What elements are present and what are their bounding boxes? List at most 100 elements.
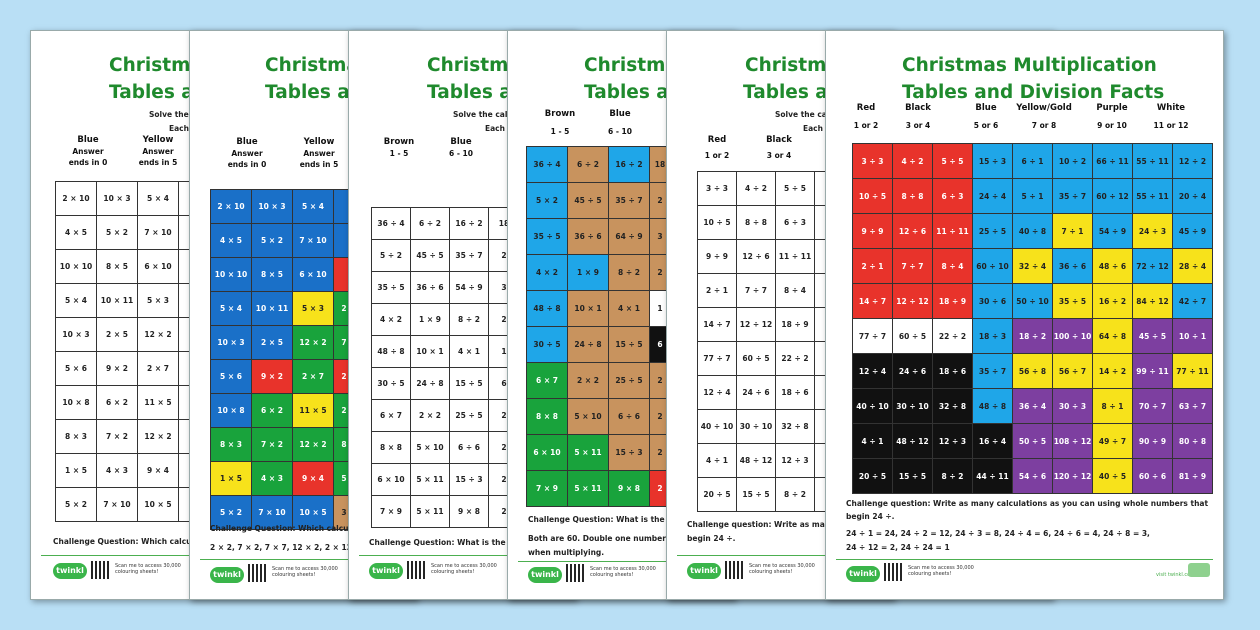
grid-cell[interactable]: 5 × 4	[55, 283, 97, 318]
grid-cell[interactable]: 8 ÷ 2	[449, 303, 489, 336]
grid-cell[interactable]: 12 ÷ 6	[736, 239, 776, 274]
grid-cell-red[interactable]: 4 ÷ 2	[892, 143, 933, 179]
grid-cell-darkblue[interactable]: 2 × 5	[251, 325, 293, 360]
grid-cell[interactable]: 10 × 10	[55, 249, 97, 284]
grid-cell[interactable]: 10 × 1	[410, 335, 450, 368]
grid-cell[interactable]: 5 × 2	[96, 215, 138, 250]
grid-cell[interactable]: 9 × 2	[96, 351, 138, 386]
grid-cell-darkblue[interactable]: 7 × 10	[251, 495, 293, 530]
grid-cell[interactable]: 6 × 2	[96, 385, 138, 420]
grid-cell-black[interactable]: 12 ÷ 3	[932, 423, 973, 459]
grid-cell[interactable]: 7 × 9	[371, 495, 411, 528]
grid-cell[interactable]: 48 ÷ 12	[736, 443, 776, 478]
grid-cell-yellow[interactable]: 40 ÷ 5	[1092, 458, 1133, 494]
grid-cell[interactable]: 7 × 10	[137, 215, 179, 250]
grid-cell[interactable]: 7 × 2	[96, 419, 138, 454]
grid-cell-darkblue[interactable]: 10 × 3	[210, 325, 252, 360]
grid-cell-yellow[interactable]: 56 ÷ 8	[1012, 353, 1053, 389]
grid-cell-blue[interactable]: 30 ÷ 5	[526, 326, 568, 363]
grid-cell-red[interactable]: 10 ÷ 5	[852, 178, 893, 214]
grid-cell-blue[interactable]: 50 ÷ 10	[1012, 283, 1053, 319]
grid-cell-black[interactable]: 48 ÷ 12	[892, 423, 933, 459]
grid-cell-brown[interactable]: 6 ÷ 2	[567, 146, 609, 183]
grid-cell-blue[interactable]: 55 ÷ 11	[1132, 178, 1173, 214]
grid-cell-purple[interactable]: 99 ÷ 11	[1132, 353, 1173, 389]
grid-cell[interactable]: 60 ÷ 5	[736, 341, 776, 376]
grid-cell-black[interactable]: 18 ÷ 6	[932, 353, 973, 389]
grid-cell-red[interactable]: 3 ÷ 3	[852, 143, 893, 179]
grid-cell-brown[interactable]: 3	[649, 218, 671, 255]
grid-cell-darkblue[interactable]: 5 × 4	[210, 291, 252, 326]
grid-cell[interactable]: 5 × 10	[410, 431, 450, 464]
grid-cell-purple[interactable]: 30 ÷ 3	[1052, 388, 1093, 424]
grid-cell-green[interactable]: 6 × 2	[251, 393, 293, 428]
grid-cell[interactable]: 24 ÷ 8	[410, 367, 450, 400]
grid-cell[interactable]: 36 ÷ 6	[410, 271, 450, 304]
grid-cell-darkblue[interactable]: 5 × 2	[251, 223, 293, 258]
grid-cell[interactable]: 40 ÷ 10	[697, 409, 737, 444]
grid-cell-blue[interactable]: 30 ÷ 6	[972, 283, 1013, 319]
grid-cell-darkblue[interactable]: 10 × 3	[251, 189, 293, 224]
grid-cell-yellow[interactable]: 77 ÷ 11	[1172, 353, 1213, 389]
grid-cell[interactable]: 4 × 2	[371, 303, 411, 336]
grid-cell-blue[interactable]: 66 ÷ 11	[1092, 143, 1133, 179]
grid-cell[interactable]: 3 ÷ 3	[697, 171, 737, 206]
grid-cell[interactable]: 6 ÷ 2	[410, 207, 450, 240]
grid-cell[interactable]: 2 × 7	[137, 351, 179, 386]
grid-cell[interactable]: 11 ÷ 11	[775, 239, 815, 274]
grid-cell-green[interactable]: 8 × 8	[526, 398, 568, 435]
grid-cell[interactable]: 4 × 3	[96, 453, 138, 488]
grid-cell-darkblue[interactable]: 10 × 10	[210, 257, 252, 292]
grid-cell[interactable]: 45 ÷ 5	[410, 239, 450, 272]
grid-cell[interactable]: 36 ÷ 4	[371, 207, 411, 240]
grid-cell[interactable]: 32 ÷ 8	[775, 409, 815, 444]
grid-cell[interactable]: 2 ÷ 1	[697, 273, 737, 308]
grid-cell-yellow[interactable]: 56 ÷ 7	[1052, 353, 1093, 389]
grid-cell-brown[interactable]: 45 ÷ 5	[567, 182, 609, 219]
grid-cell-red[interactable]: 8 ÷ 8	[892, 178, 933, 214]
grid-cell[interactable]: 54 ÷ 9	[449, 271, 489, 304]
grid-cell-black[interactable]: 12 ÷ 4	[852, 353, 893, 389]
grid-cell[interactable]: 4 ÷ 2	[736, 171, 776, 206]
grid-cell-green[interactable]: 5 × 11	[567, 470, 609, 507]
grid-cell-blue[interactable]: 36 ÷ 6	[1052, 248, 1093, 284]
grid-cell-blue[interactable]: 6 ÷ 1	[1012, 143, 1053, 179]
grid-cell-blue[interactable]: 35 ÷ 7	[1052, 178, 1093, 214]
grid-cell[interactable]: 12 ÷ 3	[775, 443, 815, 478]
grid-cell-brown[interactable]: 36 ÷ 6	[567, 218, 609, 255]
grid-cell-darkblue[interactable]: 2 × 10	[210, 189, 252, 224]
grid-cell-purple[interactable]: 81 ÷ 9	[1172, 458, 1213, 494]
grid-cell-darkblue[interactable]: 10 × 11	[251, 291, 293, 326]
grid-cell-red[interactable]: 9 × 2	[251, 359, 293, 394]
grid-cell[interactable]: 24 ÷ 6	[736, 375, 776, 410]
grid-cell-black[interactable]: 40 ÷ 10	[852, 388, 893, 424]
grid-cell-brown[interactable]: 24 ÷ 8	[567, 326, 609, 363]
grid-cell[interactable]: 12 × 2	[137, 317, 179, 352]
grid-cell[interactable]: 14 ÷ 7	[697, 307, 737, 342]
grid-cell[interactable]: 8 ÷ 8	[736, 205, 776, 240]
grid-cell[interactable]: 5 ÷ 5	[775, 171, 815, 206]
grid-cell-blue[interactable]: 35 ÷ 7	[972, 353, 1013, 389]
grid-cell-purple[interactable]: 10 ÷ 1	[1172, 318, 1213, 354]
grid-cell-red[interactable]: 7 ÷ 7	[892, 248, 933, 284]
grid-cell-black[interactable]: 20 ÷ 5	[852, 458, 893, 494]
grid-cell-purple[interactable]: 100 ÷ 10	[1052, 318, 1093, 354]
grid-cell-brown[interactable]: 2 × 2	[567, 362, 609, 399]
grid-cell-black[interactable]: 4 ÷ 1	[852, 423, 893, 459]
grid-cell-blue[interactable]: 5 × 2	[526, 182, 568, 219]
grid-cell-brown[interactable]: 4 × 1	[608, 290, 650, 327]
grid-cell-red[interactable]: 5 ÷ 5	[932, 143, 973, 179]
grid-cell-black[interactable]: 44 ÷ 11	[972, 458, 1013, 494]
grid-cell-purple[interactable]: 70 ÷ 7	[1132, 388, 1173, 424]
grid-cell[interactable]: 7 ÷ 7	[736, 273, 776, 308]
grid-cell-yellow[interactable]: 84 ÷ 12	[1132, 283, 1173, 319]
grid-cell-green[interactable]: 4 × 3	[251, 461, 293, 496]
grid-cell[interactable]: 1 × 5	[55, 453, 97, 488]
grid-cell-purple[interactable]: 60 ÷ 6	[1132, 458, 1173, 494]
grid-cell[interactable]: 7 × 10	[96, 487, 138, 522]
grid-cell-purple[interactable]: 63 ÷ 7	[1172, 388, 1213, 424]
grid-cell-blue[interactable]: 12 ÷ 2	[1172, 143, 1213, 179]
grid-cell-blue[interactable]: 42 ÷ 7	[1172, 283, 1213, 319]
grid-cell[interactable]: 8 × 8	[371, 431, 411, 464]
grid-cell-black[interactable]: 24 ÷ 6	[892, 353, 933, 389]
